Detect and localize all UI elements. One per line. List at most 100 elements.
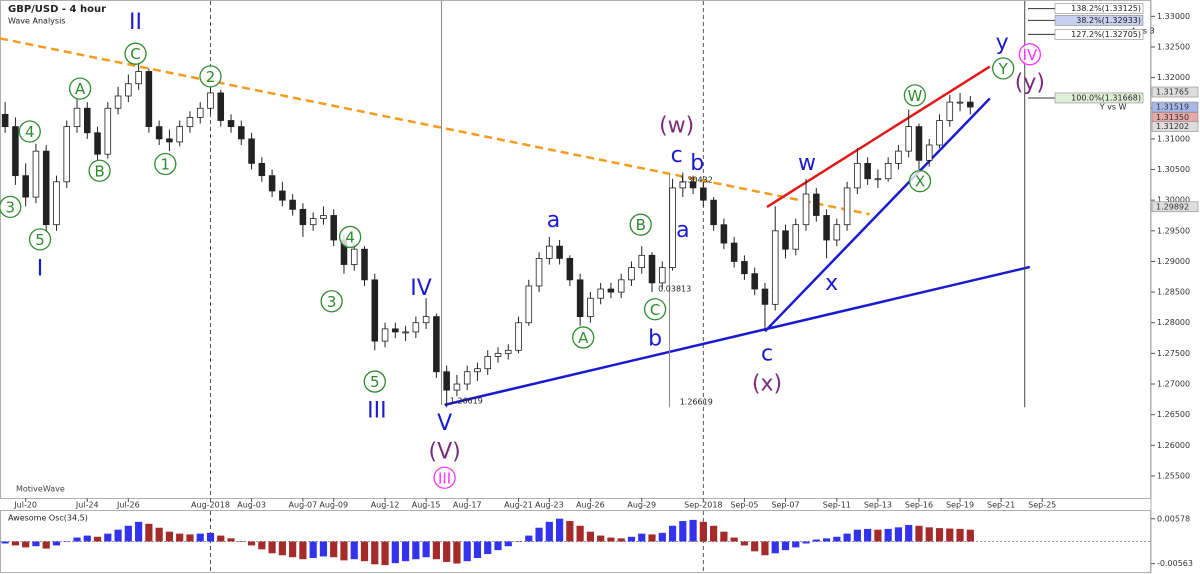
y-tick-label: 1.26000 [1157, 441, 1190, 450]
candle-body [217, 92, 225, 121]
osc-bar [648, 534, 656, 542]
osc-bar [607, 537, 615, 542]
osc-tick-label: 0.00578 [1157, 514, 1190, 523]
wave-label: III [367, 399, 386, 424]
osc-bar [217, 535, 225, 542]
price-label: 1.31202 [1156, 122, 1189, 131]
x-tick-label: Aug-17 [453, 501, 482, 510]
osc-title: Awesome Osc(34,5) [8, 514, 88, 523]
candle-body [125, 83, 132, 97]
candle-body [925, 144, 933, 161]
candle-body [433, 316, 440, 373]
candle-body [669, 187, 676, 268]
x-tick-label: Aug-2018 [191, 501, 230, 510]
wave-circle [0, 195, 22, 219]
price-label: 1.31519 [1156, 103, 1189, 112]
candle-body [587, 297, 594, 318]
candle-body [1, 113, 9, 128]
x-tick-label: Sep-2018 [684, 501, 722, 510]
osc-bar [915, 525, 923, 542]
osc-bar [453, 541, 461, 564]
candle-body [515, 322, 522, 351]
osc-bar [761, 541, 769, 556]
osc-bar [812, 539, 820, 542]
candle-body [730, 242, 738, 262]
candle-body [802, 193, 810, 226]
chart-subtitle: Wave Analysis [8, 17, 65, 26]
y-tick-label: 1.25500 [1157, 471, 1190, 480]
fib-box [1054, 3, 1144, 14]
osc-bar [422, 541, 430, 558]
osc-bar [617, 538, 625, 542]
price-box [1151, 101, 1199, 113]
osc-bar [822, 538, 831, 542]
y-tick-label: 1.32500 [1157, 42, 1190, 51]
price-label: 1.31765 [1156, 88, 1189, 97]
candle-body [720, 224, 728, 244]
chart-title: GBP/USD - 4 hour [8, 4, 106, 15]
candle-body [258, 162, 266, 177]
candle-body [854, 162, 861, 189]
wave-label: B [94, 162, 104, 180]
wave-circle [28, 228, 52, 251]
candle-body [884, 162, 892, 180]
osc-bar [330, 541, 338, 558]
price-box [1151, 121, 1199, 132]
wave-label: V [437, 411, 452, 436]
candle-body [905, 126, 912, 152]
wave-label: A [75, 80, 86, 98]
osc-tick-label: -0.00563 [1157, 559, 1193, 568]
candle-body [525, 285, 533, 324]
candle-body [833, 224, 841, 241]
osc-bar [884, 528, 892, 542]
candle-body [381, 328, 389, 342]
x-tick-label: Aug-07 [289, 501, 318, 510]
note: Y vs W [1099, 103, 1127, 112]
osc-bar [946, 528, 954, 542]
candle-body [463, 371, 471, 385]
candle-body [320, 215, 327, 219]
wave-label: a [676, 218, 689, 243]
wave-label: 5 [370, 373, 380, 391]
osc-bar [371, 541, 379, 565]
candle-body [607, 288, 615, 293]
fib-label: 100.0%(1.31668) [1071, 93, 1141, 102]
osc-bar [792, 541, 800, 548]
osc-bar [935, 528, 944, 542]
candle-body [268, 175, 276, 192]
osc-bar [597, 535, 605, 542]
note: 1.26619 [680, 397, 713, 406]
osc-bar [52, 541, 61, 546]
wave-label: c [671, 143, 683, 168]
osc-bar [227, 538, 235, 542]
osc-bar [278, 541, 286, 556]
osc-bar [627, 536, 636, 542]
osc-bar [443, 541, 451, 562]
candle-body [443, 371, 450, 391]
candle-body [412, 322, 420, 333]
candle-body [227, 120, 235, 128]
candle-body [566, 257, 574, 281]
candle-body [597, 288, 604, 299]
wave-label: IV [410, 276, 432, 301]
wave-label: A [578, 329, 589, 347]
candle-body [843, 187, 851, 226]
osc-bar [689, 519, 697, 542]
x-tick-label: Aug-09 [319, 501, 348, 510]
wave-circle [320, 290, 343, 313]
y-tick-label: 1.29500 [1157, 226, 1190, 235]
x-tick-label: Sep-21 [987, 501, 1015, 510]
price-box [1151, 86, 1199, 98]
osc-bar [22, 541, 30, 548]
fib-box [1054, 92, 1144, 104]
wave-label: IV [1023, 46, 1038, 64]
candle-body [700, 187, 707, 201]
candle-body [155, 126, 163, 140]
fib-label: 127.2%(1.32705) [1071, 30, 1141, 39]
y-tick-label: 1.30000 [1157, 196, 1190, 205]
wave-circle [643, 298, 667, 321]
osc-bar [925, 527, 933, 542]
wave-label: 5 [35, 231, 45, 249]
candle-body [484, 356, 491, 370]
